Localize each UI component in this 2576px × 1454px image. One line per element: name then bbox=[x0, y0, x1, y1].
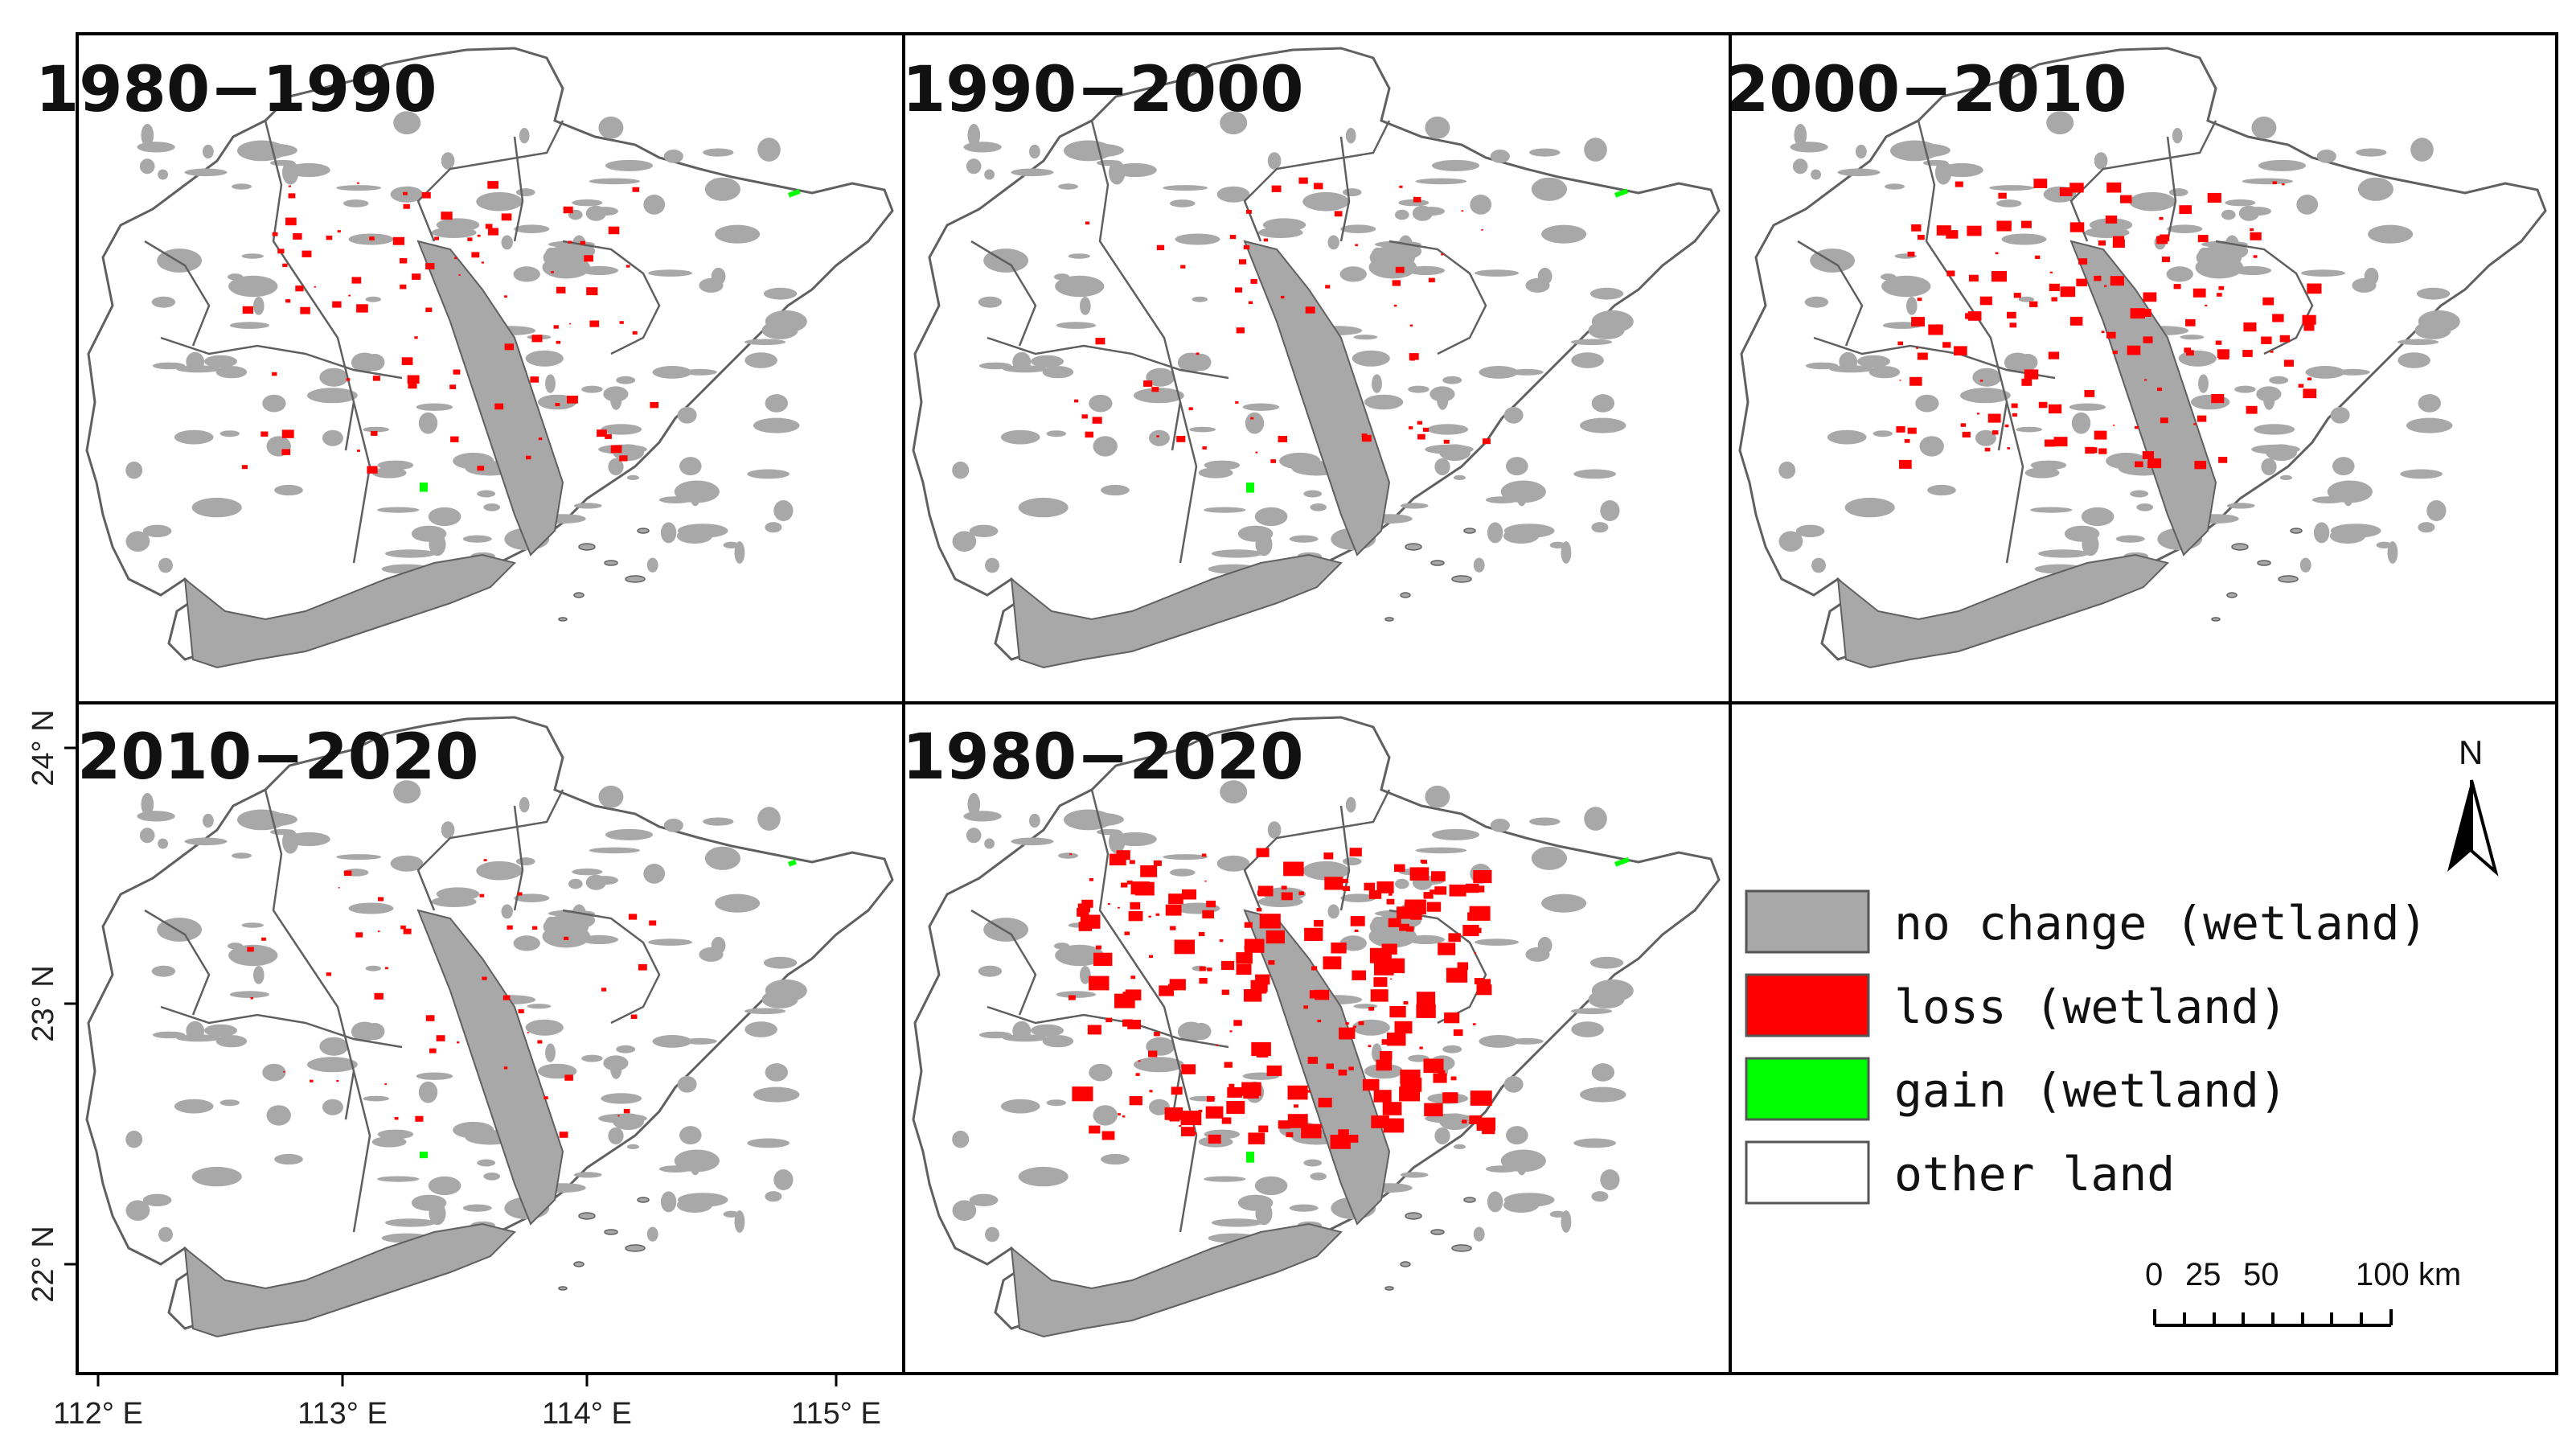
estuary-wetland bbox=[416, 909, 564, 1226]
wetland-gain-layer bbox=[1246, 188, 1629, 493]
wetland-gain-layer bbox=[420, 189, 801, 492]
islands bbox=[2211, 528, 2303, 622]
estuary-wetland bbox=[2069, 240, 2217, 557]
panel-title-1980-2020: 1980−2020 bbox=[902, 721, 1304, 794]
latitude-label-22: 22° N bbox=[27, 1226, 60, 1302]
legend-swatch-no-change bbox=[1745, 889, 1870, 954]
longitude-axis: 112° E 113° E 114° E 115° E bbox=[53, 1374, 881, 1431]
wetland-gain-layer bbox=[420, 859, 797, 1159]
longitude-label-112: 112° E bbox=[53, 1397, 143, 1431]
panel-title-1980-1990: 1980−1990 bbox=[35, 54, 437, 126]
legend-label-no-change: no change (wetland) bbox=[1894, 896, 2427, 951]
admin-boundaries bbox=[1797, 120, 2314, 564]
panel-title-1990-2000: 1990−2000 bbox=[902, 54, 1304, 126]
scale-tick-label-0: 0 bbox=[2145, 1257, 2163, 1292]
wetland-loss-layer bbox=[1074, 177, 1491, 463]
latitude-label-24: 24° N bbox=[27, 709, 60, 786]
panel-frames bbox=[76, 32, 2558, 1375]
islands bbox=[558, 1197, 650, 1291]
no-change-wetland-layer bbox=[952, 111, 1634, 574]
map-panel-2000-2010 bbox=[1738, 47, 2547, 669]
scale-tick-label-100km: 100 km bbox=[2356, 1257, 2461, 1292]
estuary-wetland bbox=[416, 240, 564, 557]
longitude-label-113: 113° E bbox=[297, 1397, 388, 1431]
map-panel-2010-2020 bbox=[85, 716, 894, 1338]
scale-tick-label-25: 25 bbox=[2185, 1257, 2221, 1292]
north-arrow: N bbox=[2447, 733, 2499, 877]
estuary-wetland bbox=[1243, 909, 1391, 1226]
scale-bar: 0 25 50 100 km bbox=[2145, 1257, 2461, 1327]
no-change-wetland-layer bbox=[125, 111, 807, 574]
wetland-gain-layer bbox=[1246, 856, 1630, 1163]
coastal-wetland bbox=[1010, 1222, 1343, 1338]
wetland-loss-layer bbox=[241, 181, 659, 474]
longitude-label-114: 114° E bbox=[542, 1397, 632, 1431]
wetland-loss-layer bbox=[247, 859, 657, 1138]
north-arrow-icon bbox=[2447, 779, 2499, 877]
islands bbox=[1384, 1197, 1476, 1291]
admin-boundaries bbox=[144, 789, 661, 1233]
latitude-label-23: 23° N bbox=[27, 965, 60, 1041]
admin-boundaries bbox=[144, 120, 661, 564]
coastal-wetland bbox=[1010, 553, 1343, 669]
coastal-wetland bbox=[183, 553, 516, 669]
coastal-wetland bbox=[1836, 553, 2169, 669]
longitude-label-115: 115° E bbox=[791, 1397, 881, 1431]
admin-boundaries bbox=[970, 120, 1487, 564]
north-label: N bbox=[2459, 733, 2483, 771]
legend-swatch-loss bbox=[1745, 973, 1870, 1037]
map-panel-1980-1990 bbox=[85, 47, 894, 669]
wetland-loss-layer bbox=[1069, 848, 1495, 1149]
wetland-loss-layer bbox=[1896, 179, 2322, 470]
legend-label-other-land: other land bbox=[1894, 1147, 2175, 1201]
islands bbox=[1384, 528, 1476, 622]
latitude-axis: 24° N 23° N 22° N bbox=[27, 709, 77, 1303]
panel-title-2000-2010: 2000−2010 bbox=[1725, 54, 2127, 126]
estuary-wetland bbox=[1243, 240, 1391, 557]
scale-bar-line bbox=[2153, 1309, 2393, 1327]
islands bbox=[558, 528, 650, 622]
no-change-wetland-layer bbox=[125, 780, 807, 1243]
legend-label-gain: gain (wetland) bbox=[1894, 1063, 2287, 1118]
legend-swatch-other-land bbox=[1745, 1140, 1870, 1205]
coastal-wetland bbox=[183, 1222, 516, 1338]
legend-swatch-gain bbox=[1745, 1057, 1870, 1121]
map-panel-1980-2020 bbox=[912, 716, 1721, 1338]
legend-label-loss: loss (wetland) bbox=[1894, 980, 2287, 1034]
panel-title-2010-2020: 2010−2020 bbox=[77, 721, 479, 794]
legend: no change (wetland) loss (wetland) gain … bbox=[1745, 889, 2427, 1205]
map-panel-1990-2000 bbox=[912, 47, 1721, 669]
scale-tick-label-50: 50 bbox=[2243, 1257, 2279, 1292]
